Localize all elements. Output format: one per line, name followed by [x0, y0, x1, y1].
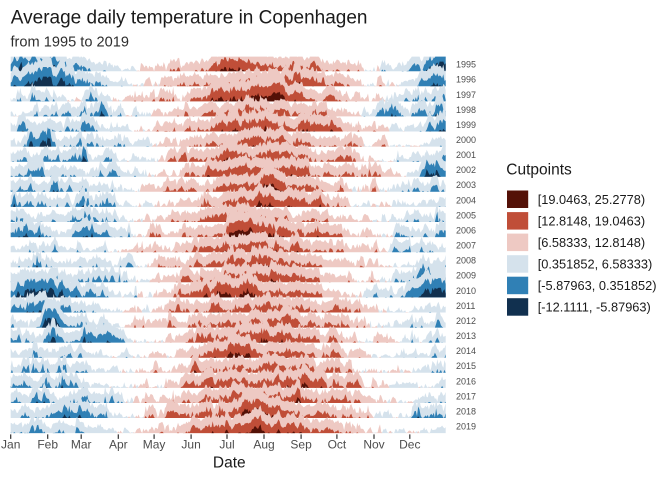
- svg-text:2000: 2000: [456, 135, 476, 145]
- svg-text:Jun: Jun: [181, 438, 200, 452]
- svg-text:2019: 2019: [456, 422, 476, 432]
- svg-text:Jan: Jan: [1, 438, 20, 452]
- svg-text:2003: 2003: [456, 180, 476, 190]
- svg-text:Mar: Mar: [71, 438, 92, 452]
- svg-text:2002: 2002: [456, 165, 476, 175]
- svg-text:[12.8148, 19.0463): [12.8148, 19.0463): [538, 214, 645, 229]
- svg-text:2005: 2005: [456, 210, 476, 220]
- svg-text:[6.58333, 12.8148): [6.58333, 12.8148): [538, 235, 645, 250]
- svg-text:from 1995 to 2019: from 1995 to 2019: [11, 34, 129, 50]
- svg-text:2007: 2007: [456, 241, 476, 251]
- svg-text:Nov: Nov: [363, 438, 384, 452]
- svg-text:[0.351852, 6.58333): [0.351852, 6.58333): [538, 257, 653, 272]
- svg-text:Apr: Apr: [109, 438, 128, 452]
- svg-text:2006: 2006: [456, 226, 476, 236]
- svg-text:2016: 2016: [456, 376, 476, 386]
- svg-text:Jul: Jul: [219, 438, 234, 452]
- svg-text:Average daily temperature in C: Average daily temperature in Copenhagen: [11, 7, 368, 28]
- svg-text:2004: 2004: [456, 195, 476, 205]
- svg-text:2014: 2014: [456, 346, 476, 356]
- svg-text:Date: Date: [213, 455, 246, 472]
- svg-text:[19.0463, 25.2778): [19.0463, 25.2778): [538, 192, 645, 207]
- svg-text:2018: 2018: [456, 406, 476, 416]
- svg-text:Aug: Aug: [253, 438, 274, 452]
- svg-text:2012: 2012: [456, 316, 476, 326]
- svg-text:2010: 2010: [456, 286, 476, 296]
- svg-text:1999: 1999: [456, 120, 476, 130]
- svg-text:1996: 1996: [456, 75, 476, 85]
- svg-text:2009: 2009: [456, 271, 476, 281]
- svg-text:2013: 2013: [456, 331, 476, 341]
- svg-text:May: May: [143, 438, 166, 452]
- svg-text:2008: 2008: [456, 256, 476, 266]
- svg-text:Sep: Sep: [290, 438, 312, 452]
- svg-text:2001: 2001: [456, 150, 476, 160]
- svg-text:2017: 2017: [456, 391, 476, 401]
- svg-text:[-5.87963, 0.351852): [-5.87963, 0.351852): [538, 278, 657, 293]
- svg-text:[-12.1111, -5.87963): [-12.1111, -5.87963): [538, 300, 651, 315]
- svg-text:Oct: Oct: [328, 438, 347, 452]
- svg-text:2011: 2011: [456, 301, 475, 311]
- svg-text:1995: 1995: [456, 60, 476, 70]
- svg-text:Dec: Dec: [399, 438, 420, 452]
- svg-text:2015: 2015: [456, 361, 476, 371]
- svg-text:1998: 1998: [456, 105, 476, 115]
- svg-text:Cutpoints: Cutpoints: [506, 161, 572, 178]
- svg-text:Feb: Feb: [37, 438, 58, 452]
- svg-text:1997: 1997: [456, 90, 476, 100]
